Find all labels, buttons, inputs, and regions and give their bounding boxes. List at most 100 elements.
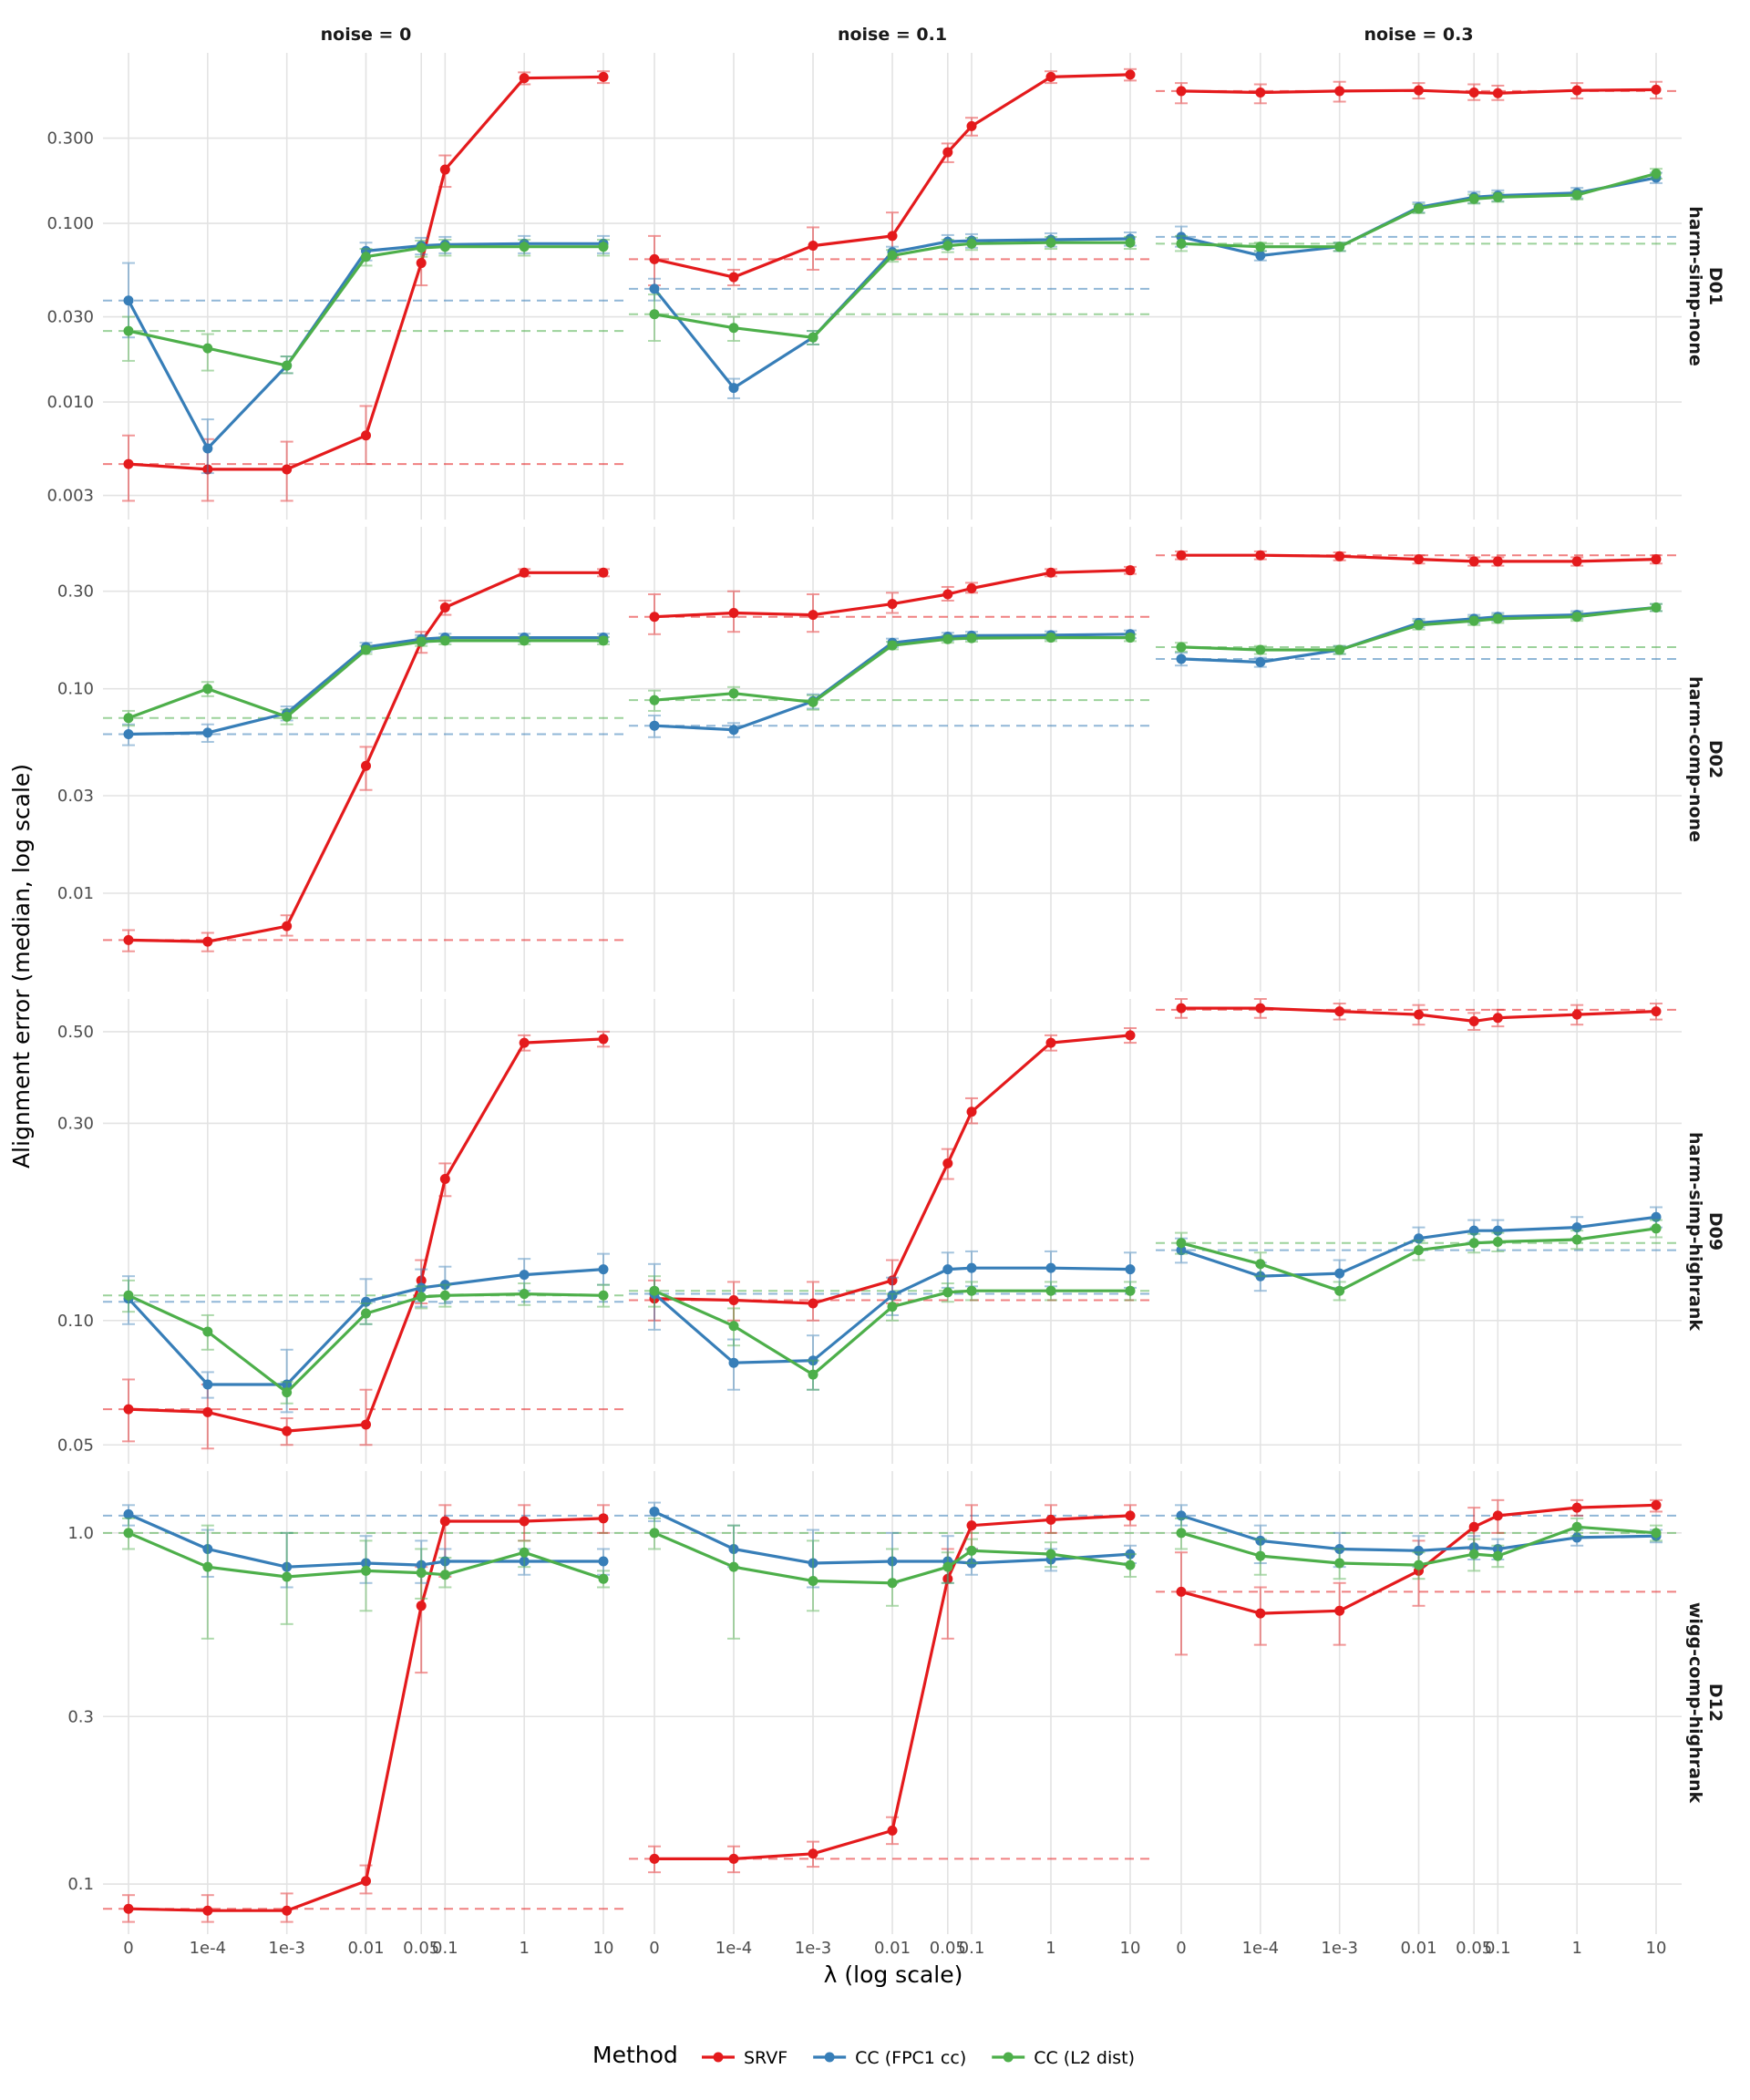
- x-tick-label: 0.05: [1456, 1939, 1492, 1958]
- data-point: [123, 728, 134, 739]
- panel-0-0: [103, 53, 629, 520]
- data-point: [361, 644, 371, 655]
- data-point: [649, 720, 660, 731]
- series-line: [1180, 605, 1657, 652]
- data-point: [202, 936, 213, 947]
- error-bar: [201, 1524, 214, 1640]
- series-line: [654, 569, 1131, 619]
- series-cc-l2-dist-: [1175, 1517, 1662, 1580]
- data-point: [439, 164, 450, 175]
- series-cc-l2-dist-: [122, 1517, 610, 1640]
- data-point: [649, 1285, 660, 1296]
- data-point: [439, 602, 450, 612]
- data-point: [966, 1107, 977, 1117]
- data-point: [887, 1825, 898, 1836]
- data-point: [808, 696, 818, 707]
- data-point: [1571, 1009, 1582, 1020]
- data-point: [416, 636, 427, 647]
- data-point: [728, 1321, 739, 1332]
- data-point: [439, 242, 450, 252]
- x-tick-label: 10: [1646, 1939, 1667, 1958]
- series-line: [128, 1531, 604, 1580]
- row-strip-id: D01: [1705, 267, 1725, 305]
- data-point: [1571, 1234, 1582, 1245]
- data-point: [966, 1520, 977, 1531]
- data-point: [1414, 1545, 1424, 1556]
- data-point: [1255, 1550, 1266, 1561]
- data-point: [123, 1404, 134, 1415]
- data-point: [202, 443, 213, 454]
- data-point: [416, 1568, 427, 1579]
- data-point: [1571, 1502, 1582, 1513]
- data-point: [728, 688, 739, 699]
- data-point: [1492, 1510, 1503, 1521]
- legend-entry-cc-l2-dist-: CC (L2 dist): [992, 2048, 1135, 2068]
- x-tick-label: 0: [1176, 1939, 1186, 1958]
- data-point: [1571, 612, 1582, 623]
- data-point: [1492, 613, 1503, 624]
- data-point: [123, 295, 134, 306]
- data-point: [1651, 168, 1662, 179]
- panel-0-2: [1156, 53, 1682, 520]
- data-point: [1255, 1608, 1266, 1619]
- error-bar: [727, 1524, 740, 1640]
- legend-label: SRVF: [744, 2048, 788, 2068]
- data-point: [1468, 1015, 1479, 1026]
- y-tick-label: 0.1: [67, 1875, 94, 1894]
- series-srvf: [648, 67, 1137, 287]
- data-point: [416, 242, 427, 253]
- series-line: [654, 241, 1130, 339]
- legend-key-point: [1003, 2052, 1014, 2063]
- data-point: [1176, 1528, 1187, 1539]
- data-point: [202, 464, 213, 475]
- data-point: [439, 1570, 450, 1580]
- data-point: [1468, 556, 1479, 567]
- y-tick-label: 0.003: [46, 487, 94, 506]
- x-tick-label: 1e-4: [715, 1939, 752, 1958]
- data-point: [1571, 1521, 1582, 1532]
- panel-data-3-1: [629, 1501, 1156, 1874]
- series-cc-l2-dist-: [648, 235, 1137, 345]
- series-line: [1181, 1006, 1657, 1024]
- data-point: [282, 1905, 293, 1916]
- data-point: [598, 71, 609, 82]
- data-point: [439, 1290, 450, 1301]
- data-point: [808, 610, 818, 621]
- data-point: [966, 633, 977, 643]
- data-point: [966, 1262, 977, 1273]
- data-point: [1492, 1236, 1503, 1247]
- data-point: [1255, 87, 1266, 98]
- data-point: [1334, 1285, 1345, 1296]
- data-point: [439, 1280, 450, 1291]
- data-point: [1125, 565, 1136, 576]
- data-point: [123, 1528, 134, 1539]
- data-point: [649, 283, 660, 294]
- data-point: [808, 1558, 818, 1569]
- data-point: [598, 242, 609, 252]
- series-line: [654, 635, 1130, 705]
- data-point: [728, 272, 739, 283]
- data-point: [1571, 85, 1582, 96]
- y-tick-label: 0.50: [57, 1023, 94, 1042]
- data-point: [942, 1158, 953, 1168]
- data-point: [519, 1516, 530, 1527]
- data-point: [1651, 84, 1662, 95]
- legend: Method SRVF CC (FPC1 cc) CC (L2 dist): [592, 2042, 1135, 2068]
- x-tick-label: 1e-3: [795, 1939, 831, 1958]
- data-point: [123, 934, 134, 945]
- column-strip-label: noise = 0.1: [838, 25, 947, 45]
- data-point: [942, 1561, 953, 1572]
- data-point: [1125, 1510, 1136, 1521]
- data-point: [282, 1571, 293, 1582]
- data-point: [966, 1285, 977, 1296]
- series-line: [128, 1517, 604, 1912]
- row-strip-label: harm-simp-none: [1685, 206, 1705, 366]
- x-tick-label: 0.01: [874, 1939, 911, 1958]
- data-point: [1571, 1532, 1582, 1543]
- row-strip-id: D12: [1705, 1683, 1725, 1722]
- legend-label: CC (L2 dist): [1034, 2048, 1135, 2068]
